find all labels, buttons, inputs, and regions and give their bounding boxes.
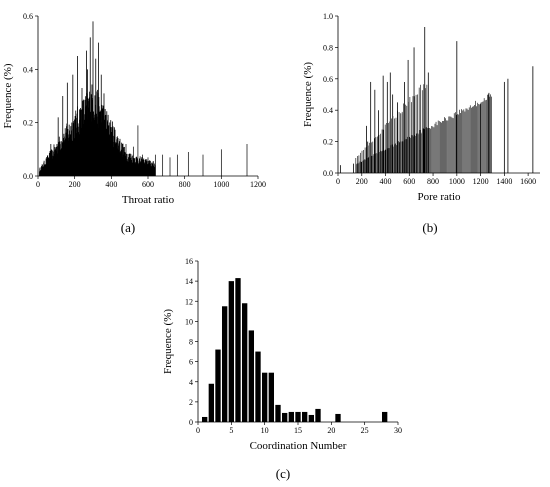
bar <box>222 306 228 422</box>
y-tick-label: 10 <box>185 317 193 326</box>
y-tick-label: 0.2 <box>23 119 33 128</box>
x-tick-label: 0 <box>196 426 200 435</box>
y-tick-label: 0.0 <box>323 169 333 178</box>
y-tick-label: 0.8 <box>323 43 333 52</box>
bar <box>202 416 208 422</box>
x-axis-title: Coordination Number <box>250 440 347 452</box>
x-tick-label: 800 <box>427 177 439 186</box>
x-tick-label: 1000 <box>449 177 465 186</box>
panel-label: (a) <box>121 220 135 235</box>
x-tick-label: 30 <box>394 426 402 435</box>
y-tick-label: 0.0 <box>23 172 33 181</box>
panel-label: (b) <box>422 220 437 235</box>
y-tick-label: 0.6 <box>323 75 333 84</box>
bar <box>215 349 221 422</box>
x-tick-label: 400 <box>105 180 117 189</box>
y-tick-label: 6 <box>189 358 193 367</box>
x-axis-title: Throat ratio <box>122 194 175 206</box>
y-tick-label: 0.4 <box>323 106 333 115</box>
bar <box>302 411 308 422</box>
x-tick-label: 1400 <box>496 177 512 186</box>
bar <box>335 413 341 422</box>
y-axis-title: Frequence (%) <box>302 62 314 127</box>
bar <box>308 414 314 422</box>
bar <box>242 303 248 422</box>
bar <box>208 383 214 422</box>
bar <box>268 372 274 422</box>
y-tick-label: 0.2 <box>323 138 333 147</box>
bar <box>382 411 388 422</box>
y-axis-title: Frequence (%) <box>162 309 174 374</box>
bar <box>282 412 288 422</box>
bar <box>248 330 254 422</box>
panel-c: 0 5 10 15 20 25 30 0 2 4 6 8 10 12 14 16 Coordination Nu… <box>162 257 402 481</box>
bar <box>235 278 241 422</box>
x-tick-label: 1000 <box>213 180 229 189</box>
bar <box>255 351 261 422</box>
x-tick-label: 600 <box>403 177 415 186</box>
x-axis-title: Pore ratio <box>417 191 461 203</box>
bar <box>262 372 268 422</box>
x-tick-label: 1200 <box>473 177 489 186</box>
x-tick-label: 1200 <box>250 180 266 189</box>
y-tick-label: 16 <box>185 257 193 266</box>
x-tick-label: 5 <box>229 426 233 435</box>
y-tick-label: 4 <box>189 378 193 387</box>
x-tick-label: 200 <box>356 177 368 186</box>
bar <box>315 408 321 422</box>
y-tick-label: 0.4 <box>23 65 33 74</box>
bar <box>275 404 281 422</box>
bar <box>295 411 301 422</box>
x-tick-label: 20 <box>327 426 335 435</box>
x-tick-label: 800 <box>179 180 191 189</box>
panel-b: 0 200 400 600 800 1000 1200 1400 1600 0.0 0.2 0.4 0.… <box>302 12 540 235</box>
y-tick-label: 0 <box>189 418 193 427</box>
x-tick-label: 400 <box>380 177 392 186</box>
y-tick-label: 1.0 <box>323 12 333 21</box>
bar <box>288 411 294 422</box>
x-tick-label: 10 <box>261 426 269 435</box>
y-tick-label: 12 <box>185 297 193 306</box>
y-axis-title: Frequence (%) <box>2 63 14 128</box>
x-tick-label: 200 <box>69 180 81 189</box>
y-tick-label: 8 <box>189 338 193 347</box>
x-tick-label: 25 <box>361 426 369 435</box>
x-tick-label: 1600 <box>520 177 536 186</box>
x-tick-label: 600 <box>142 180 154 189</box>
y-tick-label: 14 <box>185 277 193 286</box>
x-tick-label: 15 <box>294 426 302 435</box>
y-tick-label: 2 <box>189 398 193 407</box>
panel-label: (c) <box>276 466 290 481</box>
x-tick-label: 0 <box>336 177 340 186</box>
bar <box>228 281 234 422</box>
panel-a: 0 200 400 600 800 1000 1200 0.0 0.2 0.4 0.6 Throat … <box>2 12 266 235</box>
x-tick-label: 0 <box>36 180 40 189</box>
y-tick-label: 0.6 <box>23 12 33 21</box>
